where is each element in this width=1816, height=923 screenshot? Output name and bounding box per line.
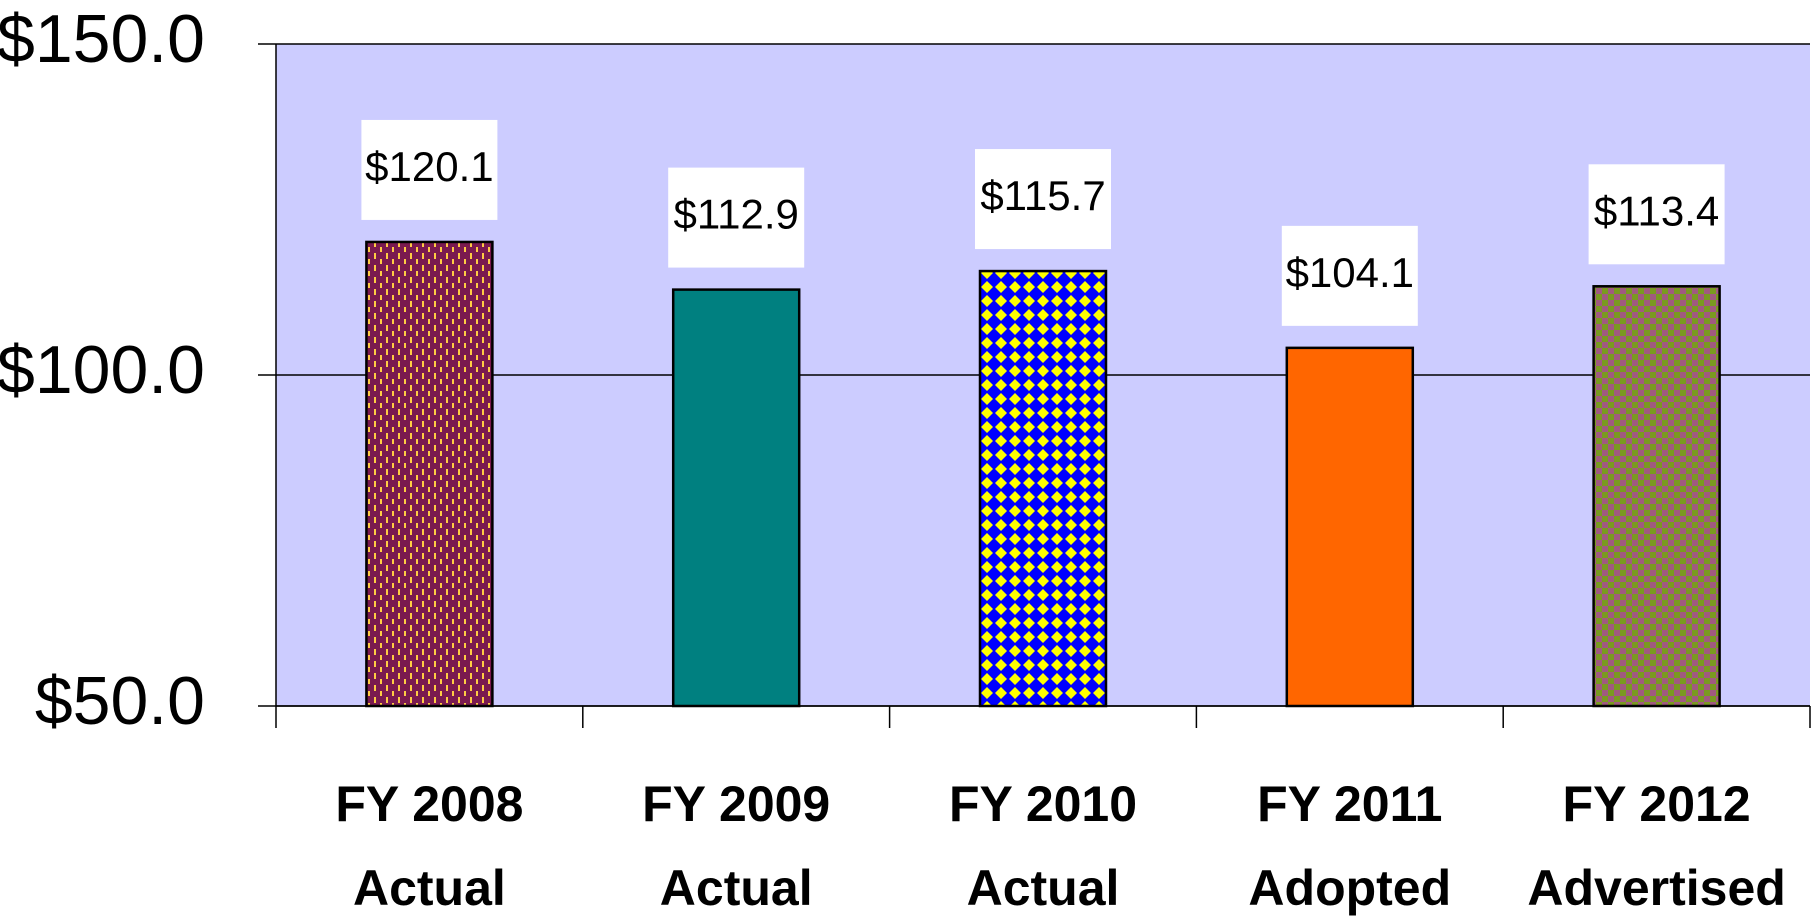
- bar: [1592, 285, 1721, 708]
- x-tick-label: Actual: [967, 860, 1120, 916]
- value-label-box: [1588, 164, 1725, 265]
- bar: [671, 288, 801, 708]
- value-label: $104.1: [1286, 249, 1414, 296]
- x-tick-label: Actual: [660, 860, 813, 916]
- value-label-box: [361, 119, 498, 220]
- value-label: $120.1: [365, 143, 493, 190]
- bar: [365, 240, 494, 708]
- y-tick-label: $100.0: [0, 332, 205, 408]
- x-tick-label: FY 2010: [949, 776, 1137, 832]
- y-tick-label: $50.0: [35, 663, 205, 739]
- y-tick-label: $150.0: [0, 1, 205, 77]
- bar: [1285, 346, 1415, 708]
- x-tick-label: Adopted: [1248, 860, 1451, 916]
- value-label: $113.4: [1594, 187, 1719, 234]
- value-label: $115.7: [980, 172, 1105, 219]
- value-label-box: [1281, 225, 1418, 326]
- x-tick-label: Advertised: [1527, 860, 1785, 916]
- value-label-box: [975, 149, 1111, 250]
- value-label-box: [668, 167, 805, 268]
- bar: [978, 269, 1108, 708]
- x-tick-label: FY 2011: [1257, 776, 1442, 832]
- x-tick-label: Actual: [353, 860, 506, 916]
- x-tick-label: FY 2009: [642, 776, 830, 832]
- x-tick-label: FY 2012: [1563, 776, 1751, 832]
- x-tick-label: FY 2008: [335, 776, 523, 832]
- value-label: $112.9: [674, 191, 799, 238]
